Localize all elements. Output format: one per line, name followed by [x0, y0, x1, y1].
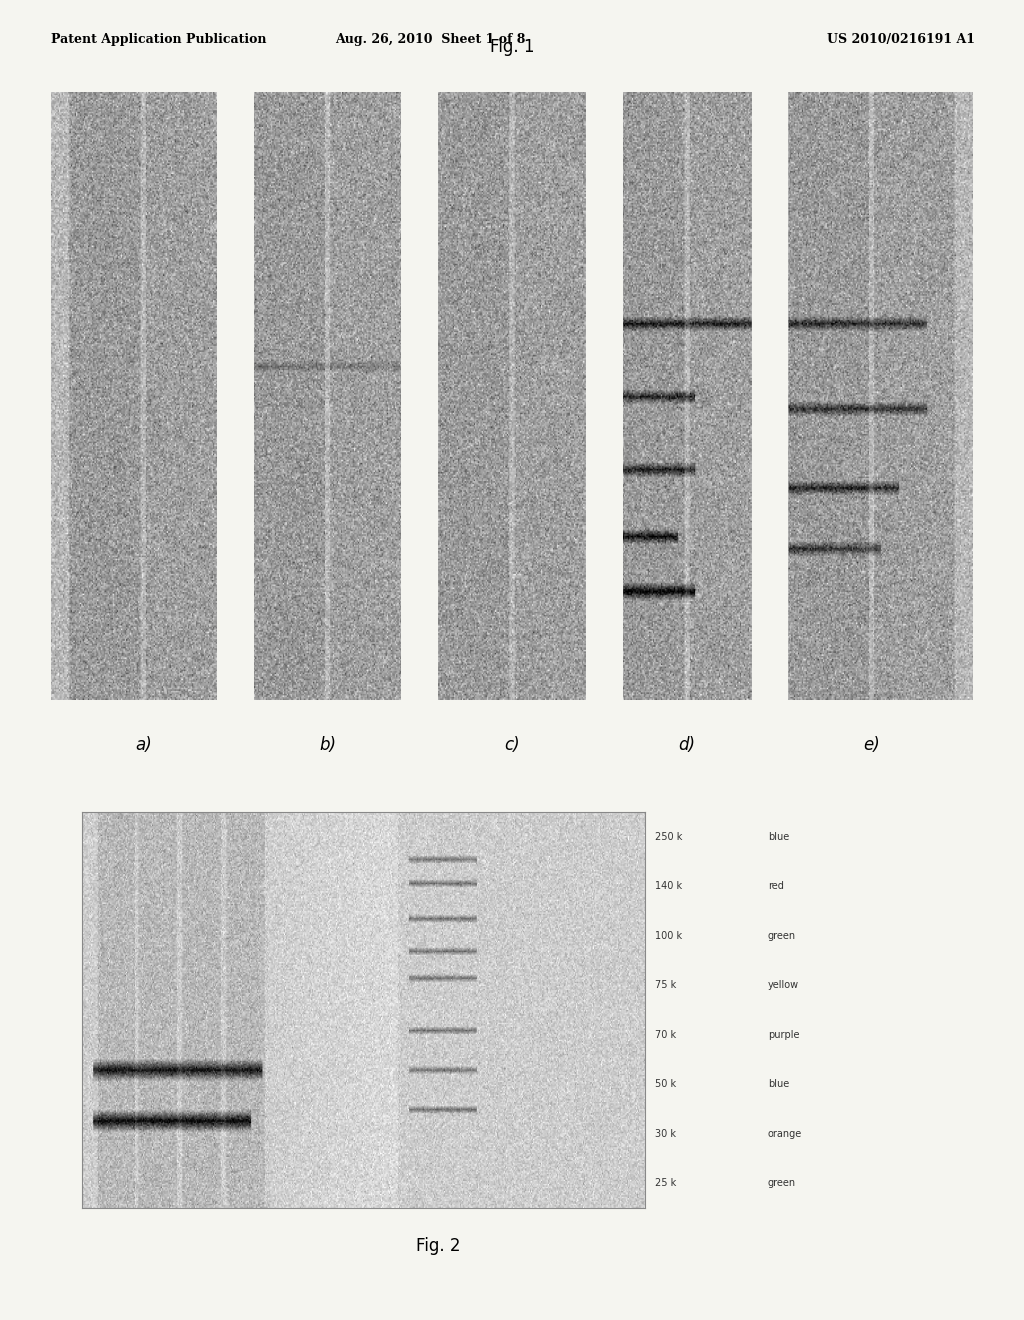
Text: 50 k: 50 k — [655, 1078, 677, 1089]
Text: red: red — [768, 880, 784, 891]
Bar — [752, 92, 788, 700]
Bar — [586, 92, 623, 700]
Text: orange: orange — [768, 1129, 802, 1139]
Text: yellow: yellow — [768, 979, 799, 990]
Text: c): c) — [504, 737, 520, 754]
Text: Aug. 26, 2010  Sheet 1 of 8: Aug. 26, 2010 Sheet 1 of 8 — [335, 33, 525, 46]
Text: 140 k: 140 k — [655, 880, 682, 891]
Text: Fig. 2: Fig. 2 — [416, 1237, 461, 1255]
Text: purple: purple — [768, 1030, 800, 1040]
Text: blue: blue — [768, 832, 790, 842]
Text: 75 k: 75 k — [655, 979, 677, 990]
Bar — [401, 92, 438, 700]
Text: 100 k: 100 k — [655, 931, 682, 941]
Text: Fig. 1: Fig. 1 — [489, 38, 535, 55]
Text: green: green — [768, 1177, 796, 1188]
Text: 70 k: 70 k — [655, 1030, 677, 1040]
Text: d): d) — [679, 737, 695, 754]
Text: green: green — [768, 931, 796, 941]
Text: e): e) — [863, 737, 880, 754]
Text: 250 k: 250 k — [655, 832, 683, 842]
Text: 25 k: 25 k — [655, 1177, 677, 1188]
Text: blue: blue — [768, 1078, 790, 1089]
Text: Patent Application Publication: Patent Application Publication — [51, 33, 266, 46]
Text: 30 k: 30 k — [655, 1129, 677, 1139]
Bar — [217, 92, 254, 700]
Text: US 2010/0216191 A1: US 2010/0216191 A1 — [827, 33, 975, 46]
Text: b): b) — [319, 737, 336, 754]
Text: a): a) — [135, 737, 152, 754]
